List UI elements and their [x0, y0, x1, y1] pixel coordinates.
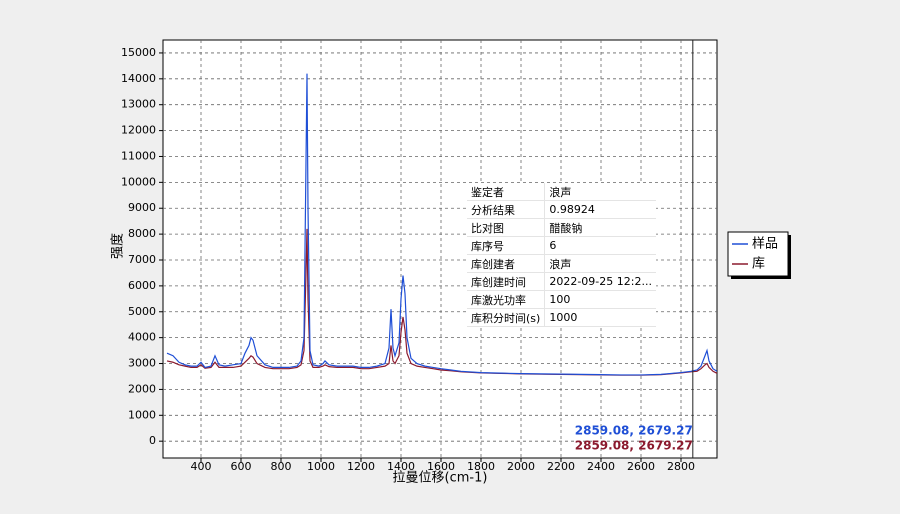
y-tick-label: 6000	[128, 279, 156, 292]
y-axis-label: 强度	[110, 233, 126, 259]
info-row: 鉴定者 浪声	[467, 183, 656, 201]
x-tick-label: 400	[191, 460, 212, 473]
y-tick-label: 3000	[128, 357, 156, 370]
info-value: 6	[544, 236, 656, 255]
spectrum-line	[166, 73, 717, 376]
y-tick-label: 0	[149, 434, 156, 447]
x-tick-label: 1600	[427, 460, 455, 473]
info-value: 浪声	[544, 254, 656, 273]
info-row: 库创建者 浪声	[467, 254, 656, 273]
cursor-readout: 2859.08, 2679.27	[575, 439, 693, 453]
info-value: 浪声	[544, 183, 656, 201]
x-tick-label: 600	[231, 460, 252, 473]
x-tick-label: 2200	[547, 460, 575, 473]
y-tick-label: 13000	[121, 98, 156, 111]
x-tick-label: 800	[271, 460, 292, 473]
info-row: 库序号 6	[467, 236, 656, 255]
info-key: 库激光功率	[467, 290, 546, 309]
info-key: 比对图	[467, 218, 546, 237]
x-tick-label: 2800	[667, 460, 695, 473]
info-row: 比对图 醋酸钠	[467, 218, 656, 237]
y-tick-label: 8000	[128, 227, 156, 240]
info-value: 1000	[544, 308, 656, 327]
y-tick-label: 2000	[128, 382, 156, 395]
y-tick-label: 9000	[128, 201, 156, 214]
y-tick-label: 14000	[121, 72, 156, 85]
info-key: 库序号	[467, 236, 546, 255]
info-value: 2022-09-25 12:2...	[544, 272, 656, 291]
plot-lines	[166, 73, 717, 376]
x-axis-label: 拉曼位移(cm-1)	[393, 471, 488, 486]
info-value: 醋酸钠	[544, 218, 656, 237]
info-row: 库积分时间(s) 1000	[467, 308, 656, 327]
x-tick-label: 1000	[307, 460, 335, 473]
x-tick-label: 1800	[467, 460, 495, 473]
legend-label: 样品	[752, 237, 778, 252]
info-table: 鉴定者 浪声 分析结果 0.98924 比对图 醋酸钠 库序号 6 库创建者 浪声 库创建时间 202…	[467, 183, 656, 327]
info-key: 鉴定者	[467, 183, 546, 201]
info-row: 库激光功率 100	[467, 290, 656, 309]
info-key: 库创建者	[467, 254, 546, 273]
y-tick-label: 15000	[121, 46, 156, 59]
y-tick-label: 12000	[121, 124, 156, 137]
y-tick-label: 10000	[121, 175, 156, 188]
y-tick-label: 11000	[121, 149, 156, 162]
legend-label: 库	[752, 256, 765, 272]
info-value: 100	[544, 290, 656, 309]
info-key: 库积分时间(s)	[467, 308, 546, 327]
info-row: 分析结果 0.98924	[467, 200, 656, 219]
y-tick-label: 1000	[128, 408, 156, 421]
x-tick-label: 2400	[587, 460, 615, 473]
y-tick-label: 7000	[128, 253, 156, 266]
x-tick-label: 2000	[507, 460, 535, 473]
y-tick-label: 4000	[128, 331, 156, 344]
legend-box	[727, 231, 789, 277]
info-key: 分析结果	[467, 200, 546, 219]
info-key: 库创建时间	[467, 272, 546, 291]
x-tick-label: 1200	[347, 460, 375, 473]
x-tick-label: 1400	[387, 460, 415, 473]
info-row: 库创建时间 2022-09-25 12:2...	[467, 272, 656, 291]
x-tick-label: 2600	[627, 460, 655, 473]
cursor-readout: 2859.08, 2679.27	[575, 424, 693, 438]
y-tick-label: 5000	[128, 305, 156, 318]
info-value: 0.98924	[544, 200, 656, 219]
